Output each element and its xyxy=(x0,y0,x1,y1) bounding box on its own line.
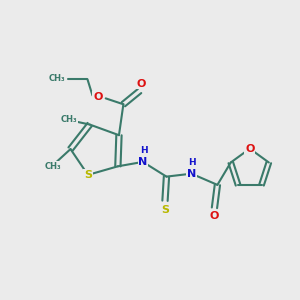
Text: CH₃: CH₃ xyxy=(49,74,65,83)
Text: H: H xyxy=(140,146,147,155)
Text: N: N xyxy=(187,169,196,179)
Text: H: H xyxy=(188,158,196,167)
Text: CH₃: CH₃ xyxy=(61,115,77,124)
Text: O: O xyxy=(245,144,254,154)
Text: S: S xyxy=(161,205,169,214)
Text: N: N xyxy=(138,157,148,167)
Text: O: O xyxy=(210,211,219,221)
Text: S: S xyxy=(84,170,92,180)
Text: O: O xyxy=(136,79,146,89)
Text: CH₃: CH₃ xyxy=(44,162,61,171)
Text: O: O xyxy=(93,92,103,102)
